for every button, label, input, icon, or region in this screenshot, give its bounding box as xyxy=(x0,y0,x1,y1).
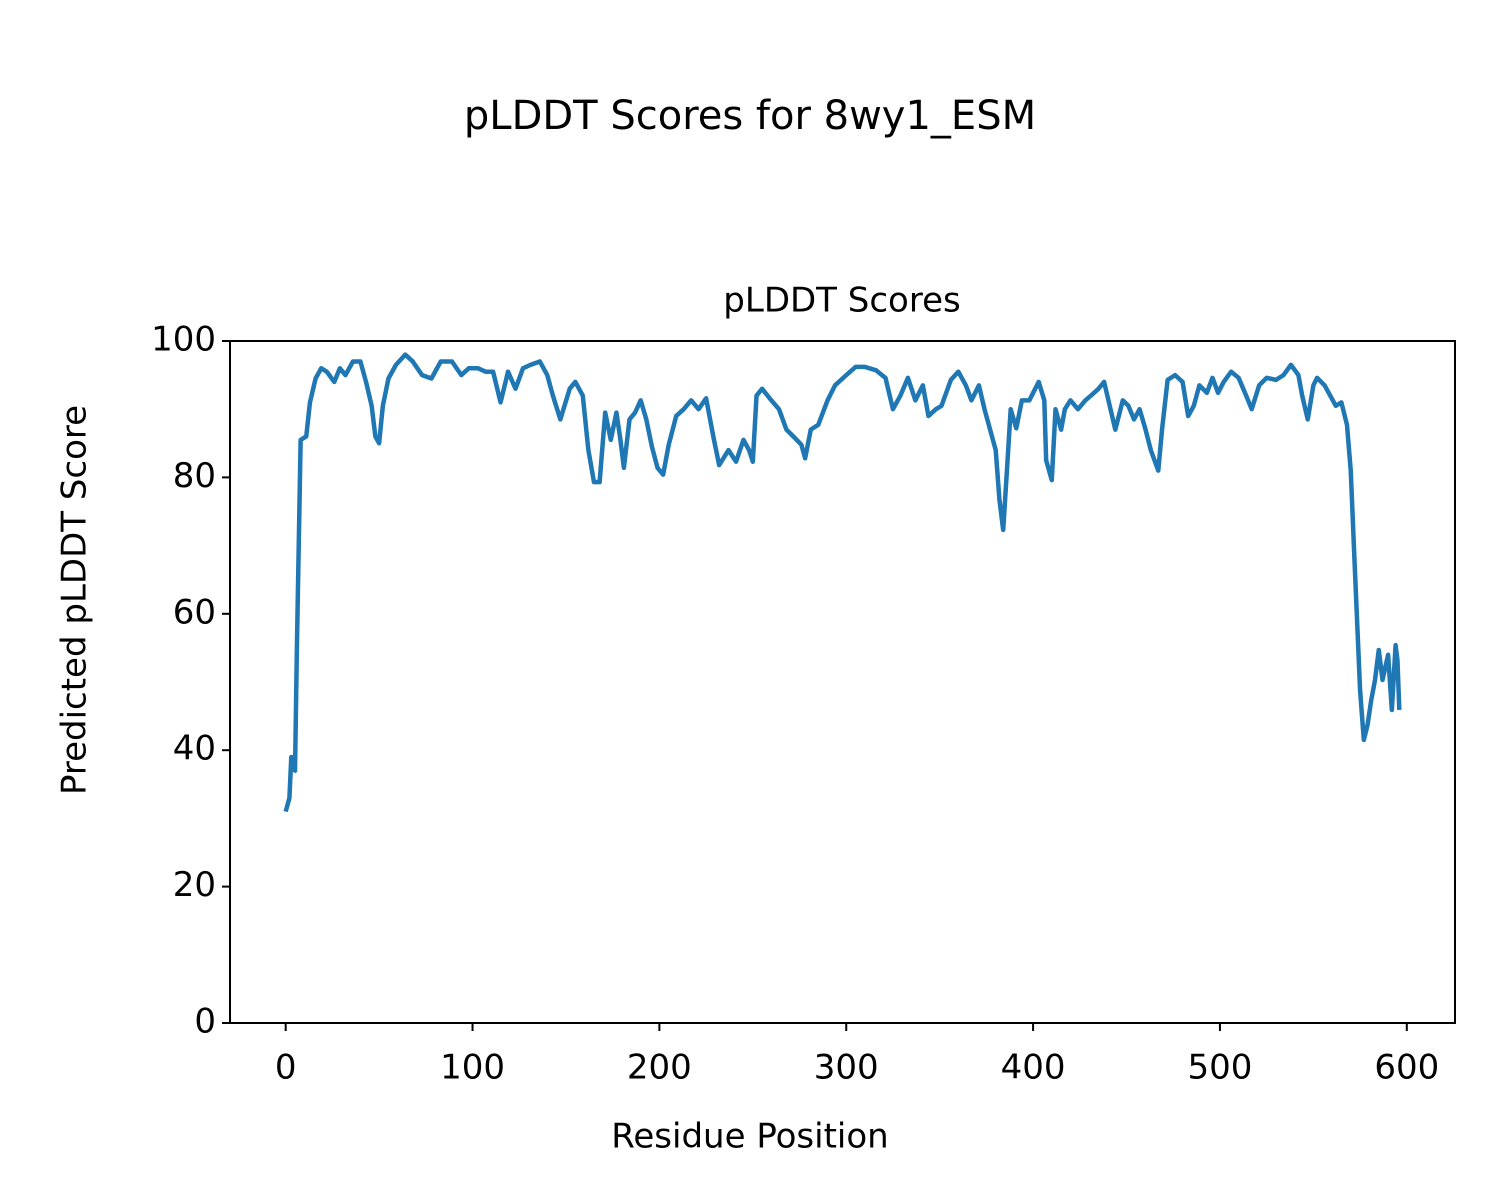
suptitle: pLDDT Scores for 8wy1_ESM xyxy=(464,93,1036,139)
axes-title: pLDDT Scores xyxy=(723,281,960,321)
x-tick-label: 500 xyxy=(1187,1048,1252,1088)
x-tick-label: 300 xyxy=(814,1048,879,1088)
x-tick-label: 200 xyxy=(627,1048,692,1088)
y-axis-label: Predicted pLDDT Score xyxy=(55,405,95,795)
x-tick-label: 400 xyxy=(1001,1048,1066,1088)
y-tick-label: 0 xyxy=(194,1002,216,1042)
x-tick-label: 0 xyxy=(275,1048,297,1088)
y-tick-label: 60 xyxy=(173,592,216,632)
x-tick-label: 600 xyxy=(1374,1048,1439,1088)
y-tick-label: 100 xyxy=(151,320,216,360)
y-tick-label: 20 xyxy=(173,865,216,905)
y-tick-label: 80 xyxy=(173,456,216,496)
x-tick-label: 100 xyxy=(440,1048,505,1088)
data-line xyxy=(283,352,1402,813)
y-tick-label: 40 xyxy=(173,729,216,769)
plot-frame xyxy=(229,340,1456,1024)
x-axis-label: Residue Position xyxy=(611,1117,888,1157)
